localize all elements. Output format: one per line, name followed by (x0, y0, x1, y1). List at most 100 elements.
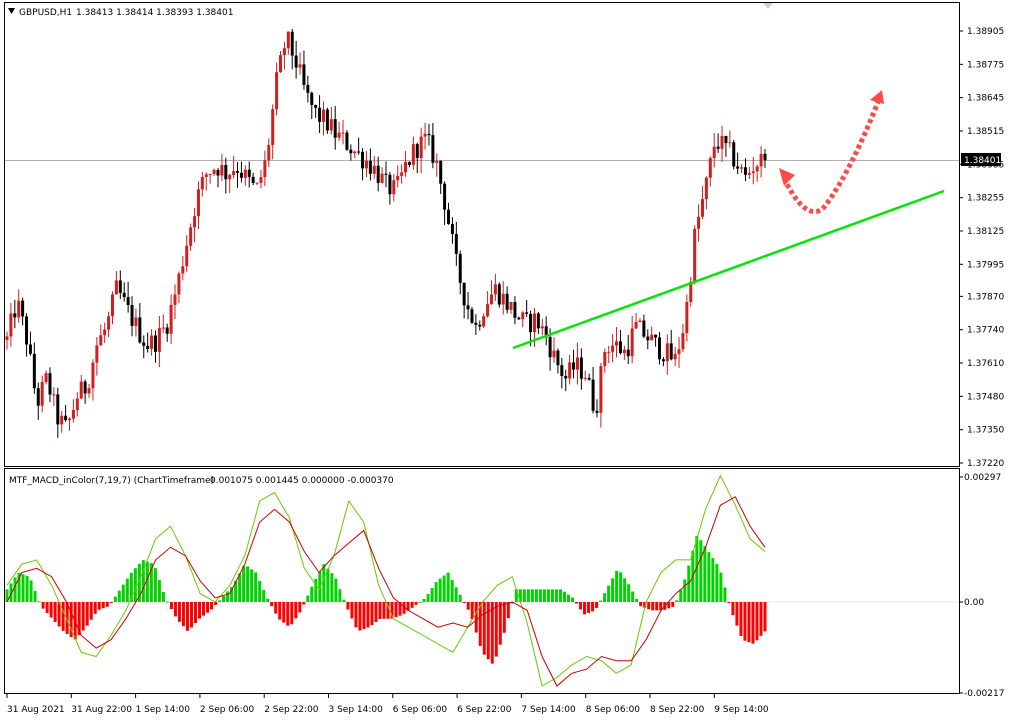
histogram-bar (458, 594, 462, 602)
time-tick-label: 2 Sep 22:00 (264, 705, 319, 715)
histogram-bar (242, 565, 246, 602)
candle-body (208, 174, 212, 176)
histogram-bar (9, 583, 13, 602)
candle-body (243, 169, 247, 178)
histogram-bar (566, 594, 570, 602)
indicator-name: MTF_MACD_inColor(7,19,7) (ChartTimeframe… (9, 476, 214, 486)
candle-body (236, 171, 240, 173)
histogram-bar (386, 602, 390, 619)
candle-body (759, 153, 763, 167)
candle-body (642, 320, 646, 337)
histogram-bar (394, 602, 398, 618)
histogram-bar (707, 552, 711, 602)
price-axis[interactable]: 1.389051.387751.386451.385151.383851.382… (959, 27, 1004, 469)
candle-body (325, 109, 329, 131)
candle-body (204, 174, 208, 177)
histogram-bar (659, 602, 663, 611)
histogram-bar (607, 585, 611, 602)
candle-body (83, 381, 87, 394)
histogram-bar (382, 602, 386, 619)
histogram-bar (486, 602, 490, 660)
histogram-bar (514, 589, 518, 602)
histogram-bar (583, 602, 587, 615)
candle-body (306, 84, 310, 93)
candle-body (646, 336, 650, 341)
histogram-bar (498, 602, 502, 645)
histogram-bar (270, 602, 274, 607)
candle-body (462, 282, 466, 306)
histogram-bar (113, 596, 117, 602)
candle-body (505, 293, 509, 310)
candle-body (501, 293, 505, 305)
price-tick-label: 1.37995 (967, 260, 1004, 270)
candle-body (474, 322, 478, 325)
time-tick-label: 3 Sep 14:00 (329, 705, 384, 715)
histogram-bar (747, 602, 751, 643)
price-tick-label: 1.37740 (967, 326, 1004, 336)
candle-body (95, 345, 99, 363)
collapse-marker-icon[interactable] (763, 3, 773, 9)
histogram-bar (314, 578, 318, 602)
candle-body (259, 177, 263, 183)
candle-body (99, 335, 103, 346)
histogram-bar (619, 572, 623, 602)
histogram-bar (719, 572, 723, 602)
candle-body (454, 234, 458, 254)
main-chart-frame (4, 2, 960, 467)
histogram-bar (474, 602, 478, 633)
candle-body (64, 415, 68, 421)
candle-body (107, 316, 111, 330)
candle-body (193, 216, 197, 228)
histogram-bar (33, 590, 37, 602)
candle-body (271, 109, 275, 146)
histogram-bar (49, 602, 53, 618)
indicator-axis[interactable]: 0.00297 0.00 -0.00217 (959, 473, 1004, 699)
forecast-arrowhead-start (779, 168, 795, 186)
candle-body (708, 158, 712, 178)
histogram-bar (306, 595, 310, 602)
histogram-bar (105, 602, 109, 607)
histogram-bar (591, 602, 595, 612)
candle-body (622, 349, 626, 354)
candle-body (232, 171, 236, 176)
histogram-bar (57, 602, 61, 627)
macd-line (6, 474, 766, 687)
histogram-bar (615, 570, 619, 602)
histogram-bar (575, 602, 579, 604)
candle-body (560, 365, 564, 376)
candle-body (337, 132, 341, 138)
histogram-bar (647, 602, 651, 610)
histogram-bar (346, 602, 350, 610)
histogram-bar (426, 594, 430, 602)
candle-body (607, 351, 611, 353)
candle-body (114, 280, 118, 295)
candle-body (650, 334, 654, 341)
candle-body (150, 335, 154, 349)
candle-body (521, 312, 525, 320)
histogram-bar (723, 587, 727, 602)
histogram-bar (687, 565, 691, 602)
histogram-bar (302, 602, 306, 605)
candles-layer (5, 29, 767, 438)
time-tick-label: 6 Sep 06:00 (393, 705, 448, 715)
histogram-bar (21, 574, 25, 602)
histogram-bar (562, 591, 566, 602)
candle-body (142, 342, 146, 346)
candle-body (368, 160, 372, 174)
histogram-bar (635, 598, 639, 602)
candle-body (181, 266, 185, 274)
symbol-label: GBPUSD,H1 (19, 8, 72, 18)
dropdown-triangle-icon[interactable] (8, 8, 15, 14)
candle-body (525, 312, 529, 314)
trendline[interactable] (512, 189, 945, 350)
candle-body (122, 292, 126, 298)
histogram-bar (330, 573, 334, 602)
candle-body (40, 381, 44, 406)
candle-body (349, 149, 353, 154)
time-axis[interactable]: 31 Aug 2021 31 Aug 22:00 1 Sep 14:00 2 Sep … (6, 693, 769, 715)
candle-body (552, 350, 556, 358)
histogram-bar (366, 602, 370, 628)
candle-body (17, 300, 21, 318)
